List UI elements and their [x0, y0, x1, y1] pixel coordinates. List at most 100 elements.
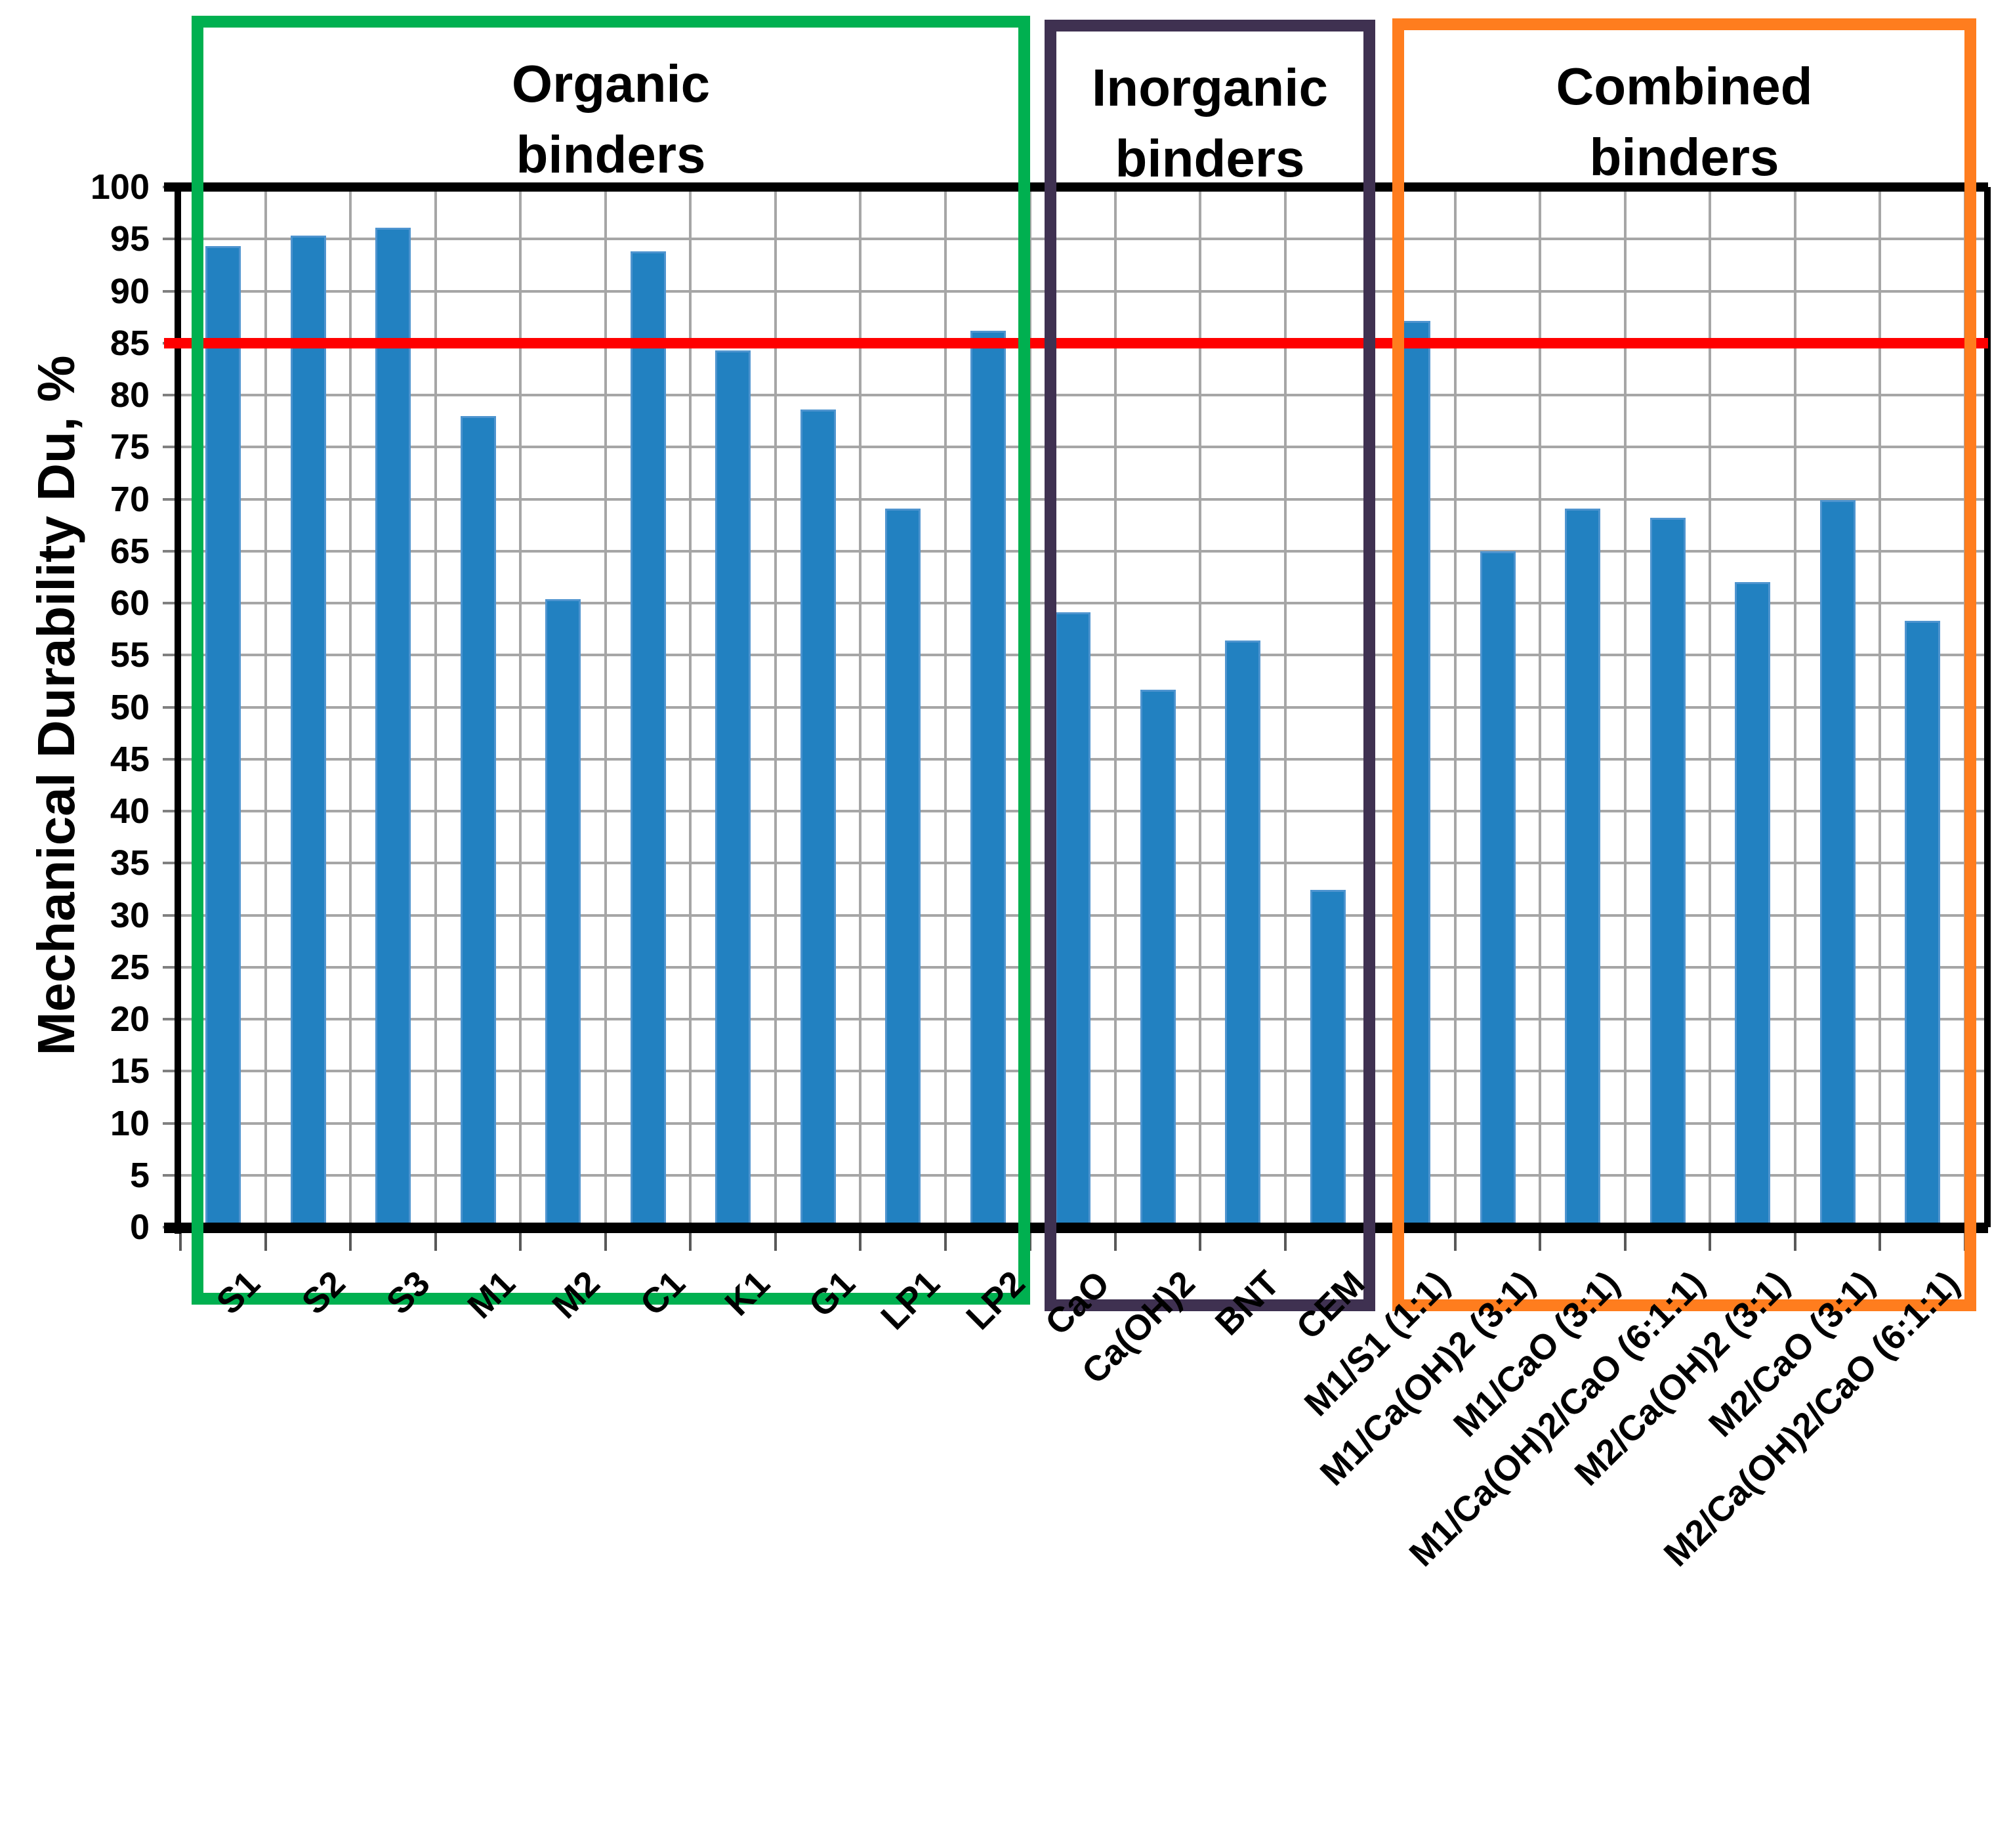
x-axis-tick [1539, 1232, 1542, 1251]
y-tick-label: 50 [110, 687, 150, 727]
x-axis-tick [1623, 1232, 1627, 1251]
x-axis-tick [689, 1232, 692, 1251]
y-tick-label: 0 [129, 1208, 150, 1247]
x-axis-tick [519, 1232, 522, 1251]
y-tick-label: 95 [110, 219, 150, 259]
x-axis-tick [1029, 1232, 1032, 1251]
bar-M1/Ca(OH)2/CaO (6:1:1) [1650, 518, 1686, 1227]
bar-M2 [545, 598, 581, 1227]
horizontal-gridline [176, 289, 1988, 293]
y-tick-label: 10 [110, 1103, 150, 1143]
section-label-organic: Organic binders [511, 54, 711, 184]
y-axis-tick [163, 394, 176, 396]
vertical-gridline [1793, 187, 1796, 1227]
horizontal-gridline [176, 497, 1988, 501]
vertical-gridline [434, 187, 437, 1227]
y-axis-tick [163, 602, 176, 604]
x-axis-tick [859, 1232, 862, 1251]
y-tick-label: 65 [110, 531, 150, 571]
section-label-inorganic: Inorganic binders [1091, 58, 1329, 188]
y-axis-tick [163, 1070, 176, 1073]
vertical-gridline [349, 187, 352, 1227]
section-box-inorganic [1045, 20, 1375, 1311]
y-tick-label: 85 [110, 323, 150, 363]
y-axis-tick [163, 965, 176, 969]
threshold-line [164, 337, 1988, 348]
vertical-gridline [1283, 187, 1287, 1227]
x-axis-tick [1199, 1232, 1202, 1251]
horizontal-gridline [176, 446, 1988, 449]
bar-S3 [375, 227, 411, 1227]
mechanical-durability-bar-chart: Mechanical Durability Du, % 0 5 10 15 20 25 30… [27, 16, 1991, 1574]
y-axis-line [175, 187, 181, 1234]
x-axis-tick [1793, 1232, 1796, 1251]
y-axis-tick [163, 289, 176, 293]
section-box-organic [192, 16, 1030, 1305]
y-axis-tick [163, 862, 176, 865]
bar-M2/Ca(OH)2/CaO (6:1:1) [1905, 620, 1940, 1227]
y-tick-label: 70 [110, 479, 150, 519]
x-axis-tick [179, 1232, 182, 1251]
y-axis-tick [163, 1122, 176, 1125]
section-box-combined [1392, 18, 1976, 1311]
vertical-gridline [604, 187, 607, 1227]
vertical-gridline [264, 187, 267, 1227]
bar-G1 [800, 410, 836, 1227]
bar-Ca(OH)2 [1140, 689, 1176, 1227]
y-axis-tick [163, 757, 176, 761]
bar-M1/Ca(OH)2 (3:1) [1480, 551, 1516, 1227]
bar-BNT [1225, 640, 1260, 1227]
vertical-gridline [1709, 187, 1712, 1227]
x-axis-tick [1878, 1232, 1882, 1251]
y-tick-label: 60 [110, 583, 150, 623]
y-axis-tick [163, 446, 176, 449]
vertical-gridline [1113, 187, 1117, 1227]
bar-C1 [630, 251, 666, 1227]
vertical-gridline [1029, 187, 1032, 1227]
vertical-gridline [1623, 187, 1627, 1227]
plot-right-border [1984, 187, 1991, 1227]
x-axis-tick [1283, 1232, 1287, 1251]
x-axis-tick [1709, 1232, 1712, 1251]
bar-LP2 [970, 330, 1006, 1227]
y-tick-label: 35 [110, 843, 150, 883]
vertical-gridline [1539, 187, 1542, 1227]
y-tick-label: 25 [110, 947, 150, 987]
y-axis-tick [163, 497, 176, 501]
x-axis-tick [349, 1232, 352, 1251]
x-axis-tick [944, 1232, 947, 1251]
vertical-gridline [859, 187, 862, 1227]
y-axis-tick [163, 810, 176, 812]
horizontal-gridline [176, 549, 1988, 553]
vertical-gridline [774, 187, 777, 1227]
x-axis-line [164, 1223, 1988, 1233]
bar-M2/CaO (3:1) [1819, 500, 1856, 1227]
y-tick-label: 40 [110, 791, 150, 831]
y-tick-label: 20 [110, 999, 150, 1039]
x-axis-tick [1453, 1232, 1457, 1251]
y-axis-tick [163, 549, 176, 553]
x-axis-tick [1113, 1232, 1117, 1251]
bar-K1 [715, 350, 751, 1227]
y-axis-tick [163, 1018, 176, 1020]
y-axis-tick [163, 705, 176, 709]
vertical-gridline [1199, 187, 1202, 1227]
y-tick-label: 75 [110, 427, 150, 467]
y-tick-label: 90 [110, 271, 150, 311]
y-tick-label: 100 [90, 167, 150, 207]
vertical-gridline [519, 187, 522, 1227]
vertical-gridline [944, 187, 947, 1227]
bar-LP1 [885, 508, 921, 1227]
horizontal-gridline [176, 238, 1988, 241]
bar-CEM [1310, 890, 1346, 1227]
y-tick-label: 5 [129, 1155, 150, 1195]
x-axis-tick [604, 1232, 607, 1251]
y-tick-label: 45 [110, 739, 150, 779]
vertical-gridline [689, 187, 692, 1227]
y-axis-tick [163, 238, 176, 241]
bar-S2 [290, 236, 326, 1227]
plot-area: 0 5 10 15 20 25 30 35 40 45 50 55 60 65 70 75 80 85 90 95 10… [90, 16, 1991, 1574]
y-tick-label: 55 [110, 635, 150, 675]
y-tick-label: 80 [110, 375, 150, 415]
bar-M1/CaO (3:1) [1565, 508, 1600, 1227]
